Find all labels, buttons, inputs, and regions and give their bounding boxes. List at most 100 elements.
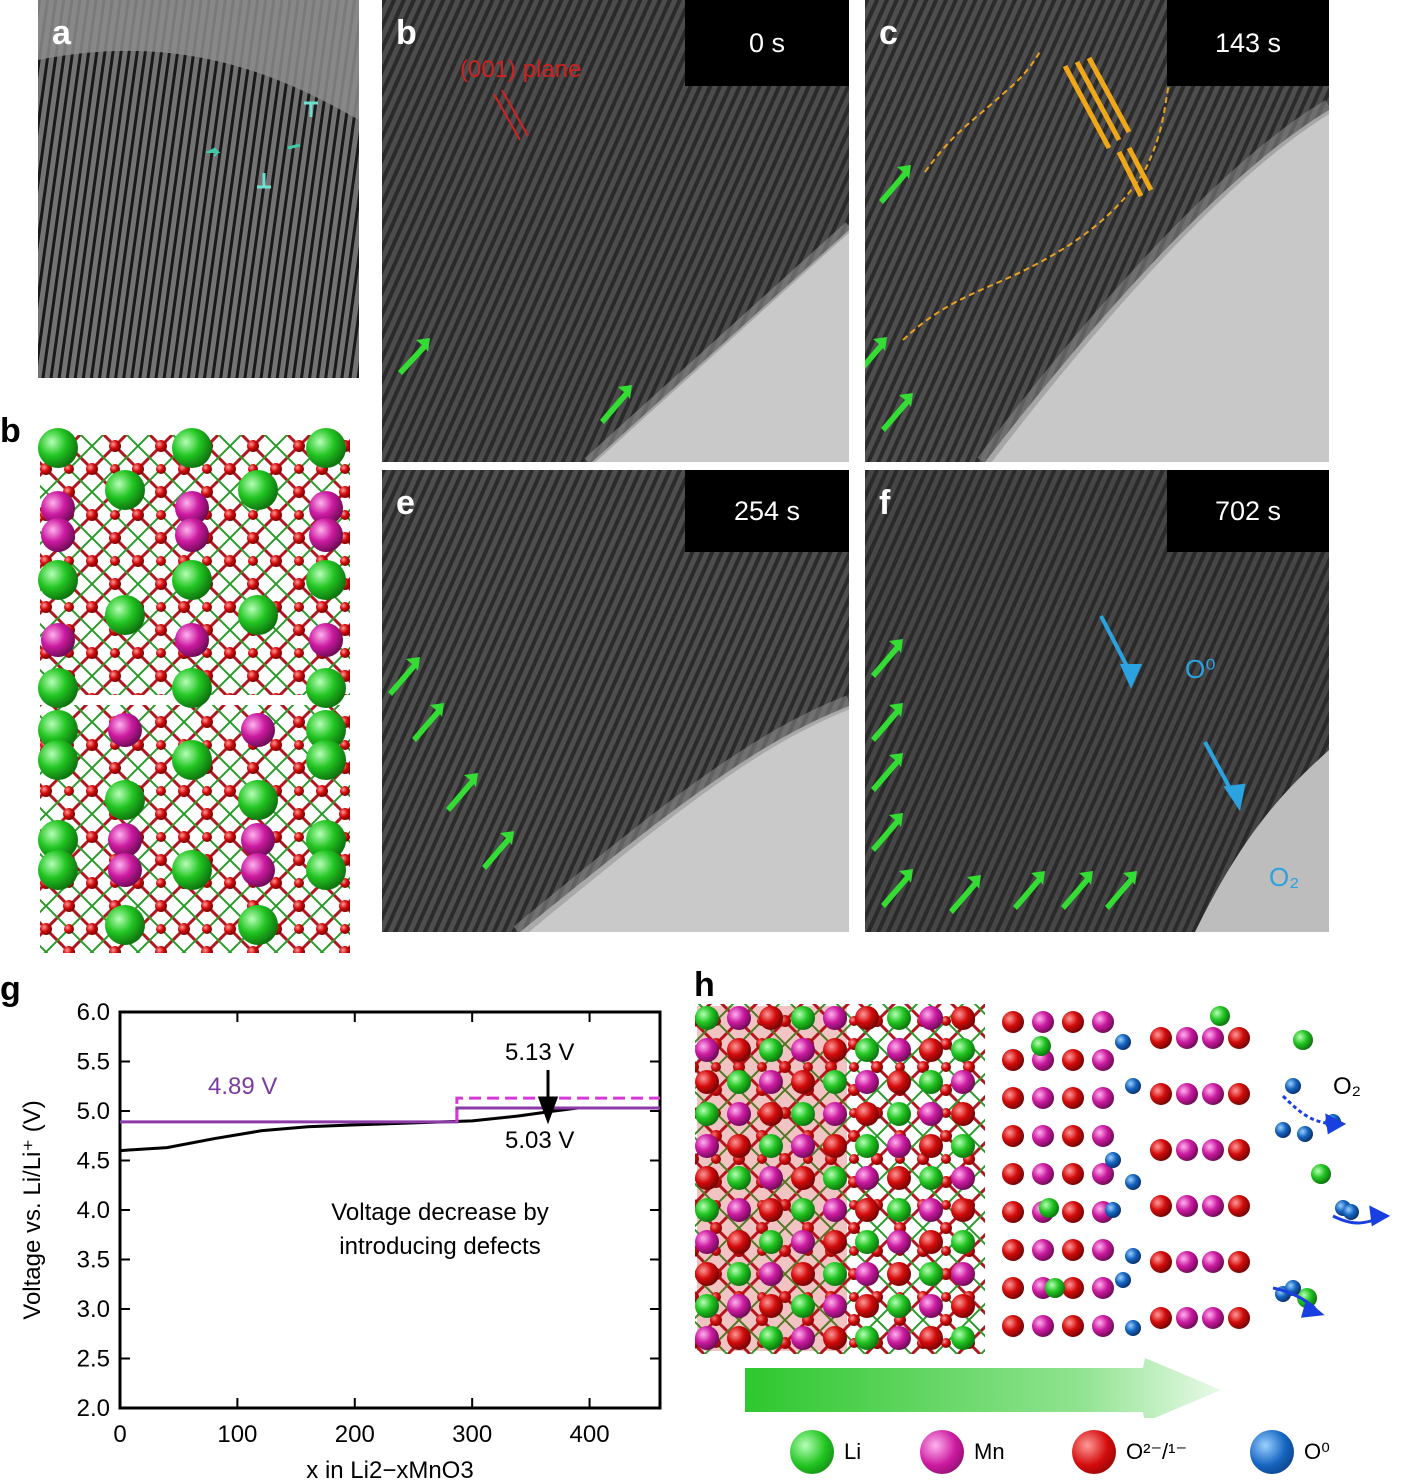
o0-atom [1285,1078,1301,1094]
dislocation-markers [257,101,318,189]
mn-atom [855,1262,879,1286]
mn-atoms [41,491,343,887]
o-atom [1228,1083,1250,1105]
o0-atom [1125,1320,1141,1336]
mn-atom [1092,1163,1114,1185]
o-atom [1002,1201,1024,1223]
mn-atom [951,1166,975,1190]
o-atom [1228,1307,1250,1329]
o-atom [695,1166,719,1190]
o-atom [1062,1011,1084,1033]
o-atom [1228,1251,1250,1273]
panel-label-h: h [694,966,715,1004]
o0-atom [1125,1174,1141,1190]
mn-atom [1176,1195,1198,1217]
green-arrow-icons [388,657,514,870]
legend-item-o0: O⁰ [1250,1428,1330,1476]
panel-label-c: c [879,14,898,52]
series-layer [119,1096,660,1153]
o-atom [1002,1315,1024,1337]
li-atom [951,1134,975,1158]
o-atom [1002,1087,1024,1109]
li-atom [695,1294,719,1318]
panel-label-b-tem: b [396,14,417,52]
mn-atom [791,1038,815,1062]
mn-atom [791,1230,815,1254]
li-atom [791,1294,815,1318]
legend-item-o-ion: O²⁻/¹⁻ [1072,1428,1187,1476]
mn-atom [695,1230,719,1254]
o-atom [727,1230,751,1254]
x-tick-label: 100 [217,1421,257,1448]
y-tick-label: 5.0 [77,1098,110,1125]
mn-atom [1032,1163,1054,1185]
li-atom [791,1198,815,1222]
li-atom [1297,1288,1317,1308]
time-stamp-f: 702 s [1167,470,1329,552]
o-atom [951,1294,975,1318]
mn-atom [887,1134,911,1158]
li-atom [727,1166,751,1190]
panel-label-a: a [52,14,71,52]
y-tick-label: 2.5 [77,1346,110,1373]
o-atom [727,1038,751,1062]
o-atom [759,1006,783,1030]
legend-label-o-ion: O²⁻/¹⁻ [1126,1439,1188,1464]
y-tick-label: 3.0 [77,1296,110,1323]
o-atom [1062,1087,1084,1109]
o-ion-ball-icon [1072,1430,1116,1474]
mn-atom [1032,1239,1054,1261]
mn-atom [1202,1307,1224,1329]
o-atom [855,1294,879,1318]
o-atom [1150,1307,1172,1329]
schematic-atoms [695,1006,1359,1350]
x-tick-label: 200 [335,1421,375,1448]
mn-atom [1032,1315,1054,1337]
o-atom [919,1230,943,1254]
o-atom [1062,1315,1084,1337]
degradation-schematic: O₂ [695,1004,1391,1418]
green-arrow-icons [398,338,632,424]
li-atom [1031,1036,1051,1056]
green-arrow-icons [871,639,1137,914]
note-line-1: Voltage decrease by [331,1199,549,1226]
mn-atom [1202,1195,1224,1217]
y-tick-label: 6.0 [77,999,110,1026]
mn-atom [823,1294,847,1318]
o-atom [727,1326,751,1350]
annotation-5-13v: 5.13 V [505,1039,574,1066]
mn-atom [919,1102,943,1126]
li-atom [887,1198,911,1222]
down-arrow-icon [537,1070,559,1125]
panel-label-b-structure: b [0,412,21,450]
panel-b-crystal-structure: b [0,400,365,960]
mn-atom [1092,1239,1114,1261]
panel-b-tem-image: b 0 s (001) plane [382,0,849,462]
o-atom [759,1294,783,1318]
o-atom [1002,1277,1024,1299]
o2-label-h: O₂ [1333,1073,1361,1100]
o-atom [951,1102,975,1126]
y-tick-label: 5.5 [77,1049,110,1076]
o-atom [1002,1239,1024,1261]
y-tick-label: 4.0 [77,1197,110,1224]
legend-label-o0: O⁰ [1304,1439,1330,1464]
x-axis-ticks: 0 100 200 300 400 [113,1012,610,1448]
o-atom [1228,1195,1250,1217]
legend-label-mn: Mn [974,1439,1005,1464]
y-axis-label: Voltage vs. Li/Li⁺ (V) [19,1100,46,1319]
o-atom [1002,1011,1024,1033]
o-atom [1062,1125,1084,1147]
o-atom [1150,1251,1172,1273]
o-atom [823,1326,847,1350]
mn-atom [919,1198,943,1222]
series-line-purple-solid [120,1106,660,1124]
o0-atom [1105,1152,1121,1168]
time-stamp-b: 0 s [685,0,849,86]
o-atom [1062,1049,1084,1071]
y-tick-label: 2.0 [77,1395,110,1422]
o-atom [727,1134,751,1158]
atom-legend: Li Mn O²⁻/¹⁻ O⁰ [790,1428,1390,1476]
o-atom [791,1166,815,1190]
mn-atom [1202,1027,1224,1049]
